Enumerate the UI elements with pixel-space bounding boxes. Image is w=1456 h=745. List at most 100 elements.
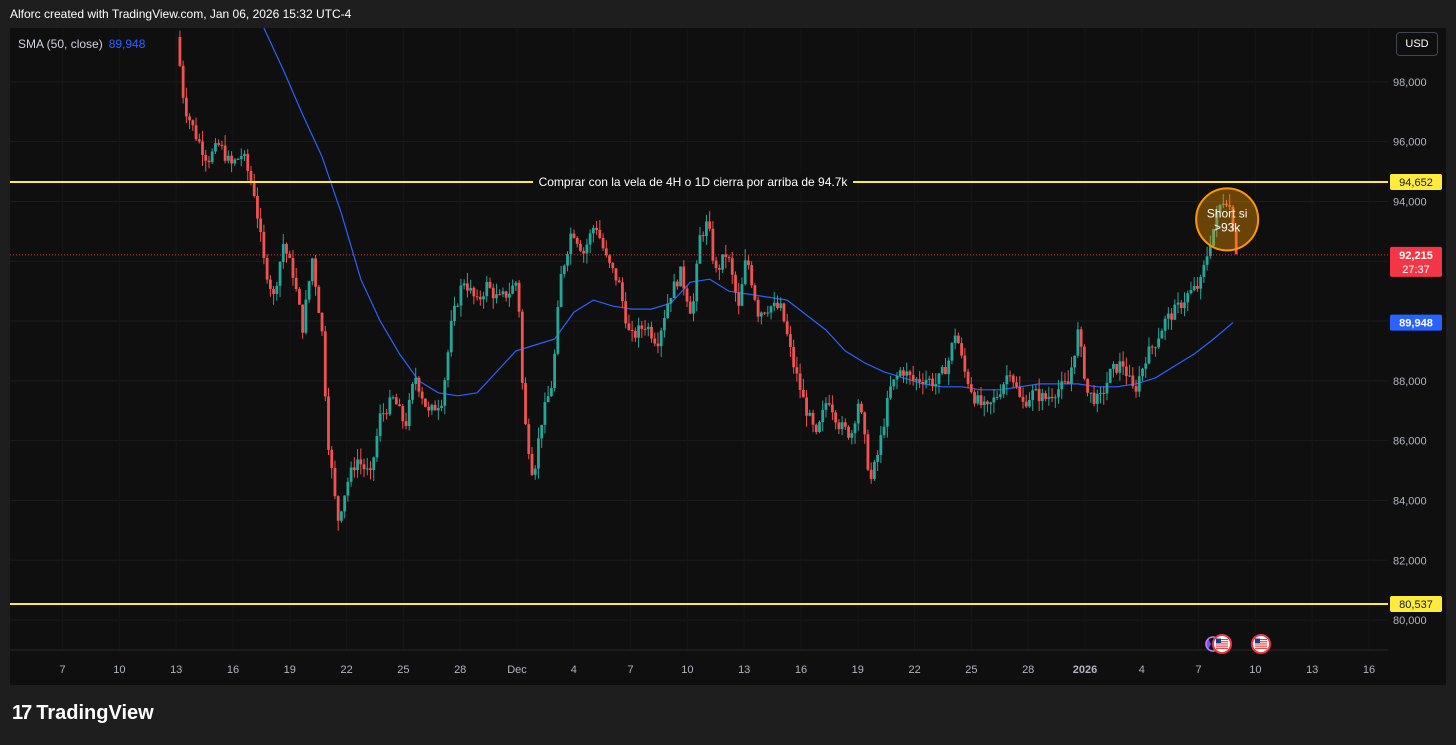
candle-body (663, 318, 666, 331)
candle-body (717, 268, 721, 270)
candle-body (517, 282, 521, 312)
candle-body (688, 301, 692, 314)
candle-body (543, 402, 547, 425)
candle-body (1183, 302, 1186, 309)
candle-body (918, 379, 922, 382)
short-callout[interactable]: Short si>93k (1195, 187, 1260, 252)
candle-body (317, 286, 321, 313)
candle-body (307, 281, 311, 300)
event-markers[interactable] (1205, 634, 1271, 654)
candle-body (537, 438, 540, 469)
currency-button[interactable]: USD (1396, 32, 1438, 56)
candle-body (621, 282, 624, 302)
candle-body (633, 330, 637, 338)
candle-body (1053, 397, 1057, 399)
us-flag-event-icon-2[interactable] (1251, 634, 1271, 654)
candle-body (336, 496, 340, 521)
sma-legend[interactable]: SMA (50, close) 89,948 (18, 37, 145, 51)
candle-body (701, 235, 705, 237)
candle-body (947, 360, 951, 375)
candle-body (730, 258, 734, 275)
candle-body (330, 449, 334, 468)
candle-body (1189, 289, 1193, 294)
candle-body (459, 285, 463, 306)
candle-body (1157, 338, 1161, 348)
candle-body (763, 312, 766, 314)
time-tick-label: 16 (795, 664, 807, 676)
candle-body (585, 244, 589, 254)
candle-body (711, 228, 715, 261)
candle-body (617, 280, 621, 283)
candle-body (1034, 389, 1038, 391)
candle-body (362, 464, 366, 470)
candle-body (349, 467, 353, 482)
candle-body (995, 396, 999, 398)
candle-body (359, 459, 363, 465)
time-tick-label: 13 (170, 664, 182, 676)
candle-body (1170, 313, 1173, 320)
candle-body (265, 257, 269, 280)
chart-area[interactable]: Comprar con la vela de 4H o 1D cierra po… (10, 28, 1446, 685)
candle-body (776, 302, 779, 309)
candle-body (627, 323, 631, 330)
candle-body (1086, 378, 1089, 393)
flag-canton (1255, 638, 1260, 643)
candle-body (611, 262, 615, 269)
candle-body (895, 375, 899, 380)
candle-body (808, 412, 812, 416)
candle-body (446, 352, 450, 381)
candle-body (433, 404, 437, 411)
candle-body (340, 511, 343, 521)
price-tick-label: 88,000 (1393, 376, 1427, 388)
time-tick-label: 22 (908, 664, 920, 676)
price-chart[interactable]: Comprar con la vela de 4H o 1D cierra po… (10, 28, 1446, 685)
candle-body (1208, 245, 1212, 257)
candle-body (927, 378, 931, 380)
price-axis[interactable]: 80,00082,00084,00086,00088,00090,00092,0… (1388, 28, 1446, 685)
candle-body (934, 383, 938, 387)
candle-body (898, 370, 902, 376)
candle-body (753, 285, 757, 300)
candle-body (614, 268, 618, 281)
candle-body (498, 294, 502, 296)
candle-body (310, 258, 314, 282)
candle-body (604, 248, 608, 256)
candle-body (656, 343, 660, 347)
flag-stripe (1255, 647, 1267, 649)
time-tick-label: 28 (454, 664, 466, 676)
tradingview-wordmark: TradingView (36, 702, 154, 724)
flag-stripe (1216, 641, 1228, 643)
candle-body (659, 330, 663, 347)
candle-body (495, 294, 498, 299)
candle-body (356, 459, 359, 471)
candle-body (556, 307, 560, 354)
us-flag-event-icon[interactable] (1212, 634, 1232, 654)
callout-text-line1: Short si (1207, 206, 1248, 220)
candle-body (973, 392, 976, 404)
candle-body (346, 481, 350, 496)
candle-body (314, 258, 317, 287)
candle-body (1176, 302, 1180, 305)
candle-body (514, 282, 518, 286)
candle-body (1011, 375, 1015, 383)
candle-body (798, 373, 802, 390)
candle-body (520, 311, 524, 383)
candle-body (1221, 203, 1225, 205)
flag-stripe (1255, 639, 1267, 641)
candle-body (430, 404, 434, 411)
candle-body (588, 233, 592, 245)
candle-body (950, 343, 954, 361)
candle-body (982, 401, 986, 406)
candle-body (992, 397, 996, 403)
candle-body (475, 296, 479, 298)
candle-body (562, 265, 566, 274)
candle-body (440, 405, 443, 409)
time-axis[interactable]: 7 10 13 16 19 22 25 28 Dec 4 7 10 13 16 19 22 25 28 2026 4 7… (10, 649, 1388, 676)
candle-body (1137, 376, 1141, 392)
candle-body (478, 296, 482, 300)
candle-body (233, 159, 237, 164)
candle-body (1163, 318, 1167, 331)
candle-body (1147, 346, 1151, 364)
candle-body (278, 262, 282, 286)
candle-body (1095, 393, 1099, 404)
